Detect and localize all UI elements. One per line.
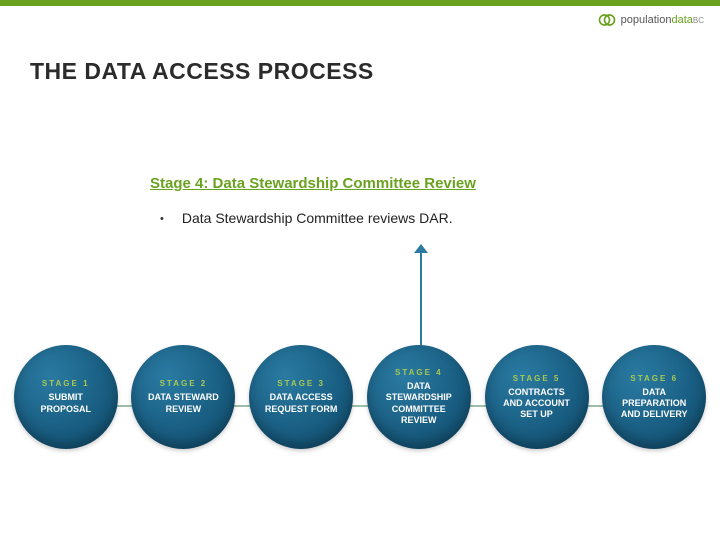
stage-text: DATA STEWARDSHIP COMMITTEE REVIEW <box>386 381 452 426</box>
logo-text-tag: BC <box>693 16 704 25</box>
pointer-line <box>420 250 422 345</box>
stage-circles-row: STAGE 1 SUBMIT PROPOSAL STAGE 2 DATA STE… <box>0 345 720 449</box>
bullet-row: • Data Stewardship Committee reviews DAR… <box>160 210 453 228</box>
bullet-marker: • <box>160 210 164 228</box>
stage-text: SUBMIT PROPOSAL <box>40 392 91 415</box>
stage-circle-2: STAGE 2 DATA STEWARD REVIEW <box>131 345 235 449</box>
page-title: THE DATA ACCESS PROCESS <box>30 58 374 85</box>
logo-text-main: population <box>621 14 672 26</box>
stage-circle-6: STAGE 6 DATA PREPARATION AND DELIVERY <box>602 345 706 449</box>
stage-label: STAGE 4 <box>395 368 443 377</box>
stage-text: CONTRACTS AND ACCOUNT SET UP <box>503 387 570 421</box>
stages-diagram: STAGE 1 SUBMIT PROPOSAL STAGE 2 DATA STE… <box>0 345 720 475</box>
stage-circle-4: STAGE 4 DATA STEWARDSHIP COMMITTEE REVIE… <box>367 345 471 449</box>
stage-label: STAGE 3 <box>277 379 325 388</box>
stage-label: STAGE 1 <box>42 379 90 388</box>
stage-circle-5: STAGE 5 CONTRACTS AND ACCOUNT SET UP <box>485 345 589 449</box>
brand-logo: populationdataBC <box>597 10 704 30</box>
logo-text-suffix: data <box>671 14 692 26</box>
top-accent-bar <box>0 0 720 6</box>
stage-label: STAGE 2 <box>160 379 208 388</box>
stage-label: STAGE 6 <box>630 374 678 383</box>
bullet-text: Data Stewardship Committee reviews DAR. <box>182 210 453 226</box>
logo-text: populationdataBC <box>621 14 704 26</box>
stage-heading: Stage 4: Data Stewardship Committee Revi… <box>150 175 476 192</box>
stage-text: DATA STEWARD REVIEW <box>148 392 219 415</box>
stage-label: STAGE 5 <box>513 374 561 383</box>
logo-icon <box>597 10 617 30</box>
slide: populationdataBC THE DATA ACCESS PROCESS… <box>0 0 720 540</box>
stage-text: DATA PREPARATION AND DELIVERY <box>621 387 688 421</box>
stage-circle-1: STAGE 1 SUBMIT PROPOSAL <box>14 345 118 449</box>
stage-circle-3: STAGE 3 DATA ACCESS REQUEST FORM <box>249 345 353 449</box>
stage-text: DATA ACCESS REQUEST FORM <box>265 392 338 415</box>
